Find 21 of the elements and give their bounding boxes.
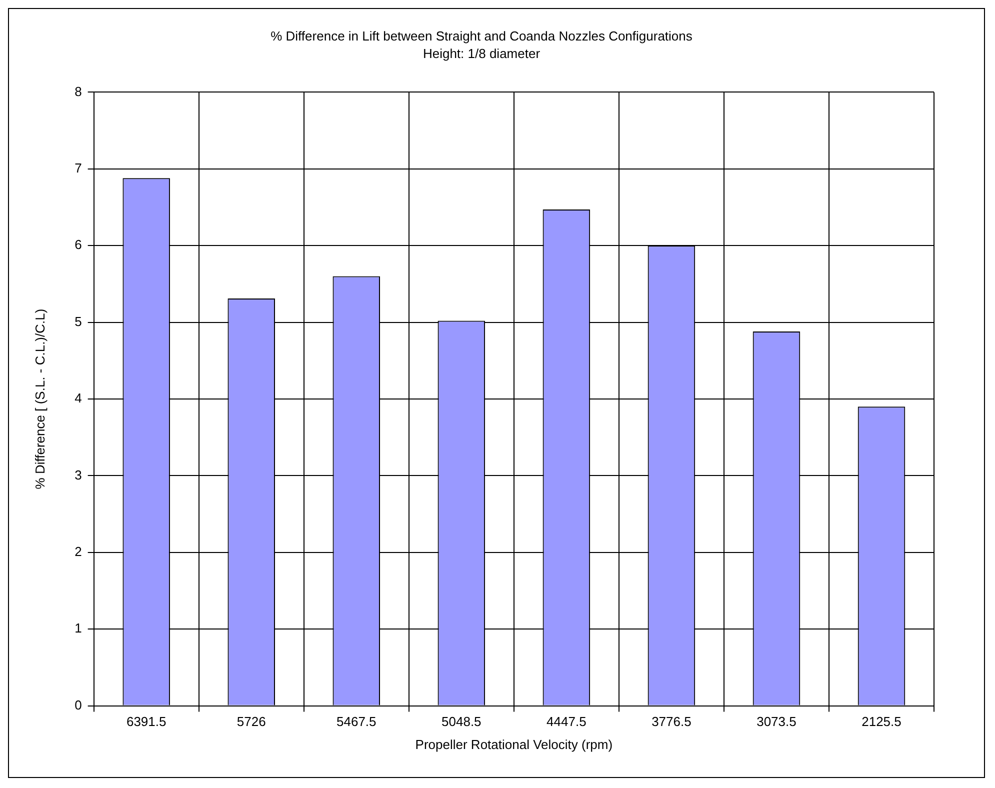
y-tick-label: 0 xyxy=(74,697,82,712)
y-tick-label: 5 xyxy=(74,314,82,329)
x-tick-label: 3776.5 xyxy=(652,714,692,730)
y-tick-label: 6 xyxy=(74,237,82,252)
x-tick-label: 5467.5 xyxy=(336,714,376,730)
x-tick-label: 5726 xyxy=(236,714,266,730)
y-tick-label: 7 xyxy=(74,160,82,176)
y-tick-label: 3 xyxy=(74,467,82,482)
x-axis-title: Propeller Rotational Velocity (rpm) xyxy=(415,736,613,752)
x-tick-label: 2125.5 xyxy=(862,714,902,730)
chart-title: % Difference in Lift between Straight and Coanda Nozzles Configurations xyxy=(270,28,693,44)
x-tick-label: 5048.5 xyxy=(442,714,482,730)
chart-subtitle: Height: 1/8 diameter xyxy=(422,46,541,61)
y-tick-label: 4 xyxy=(74,390,82,406)
y-axis-title: % Difference [ (S.L. - C.L.)/C.L) xyxy=(32,308,48,490)
x-tick-label: 6391.5 xyxy=(126,714,166,730)
x-tick-label: 4447.5 xyxy=(546,714,586,730)
y-tick-label: 2 xyxy=(74,544,82,559)
y-tick-label: 1 xyxy=(74,620,82,636)
x-tick-label: 3073.5 xyxy=(756,714,796,730)
y-tick-label: 8 xyxy=(74,84,82,99)
